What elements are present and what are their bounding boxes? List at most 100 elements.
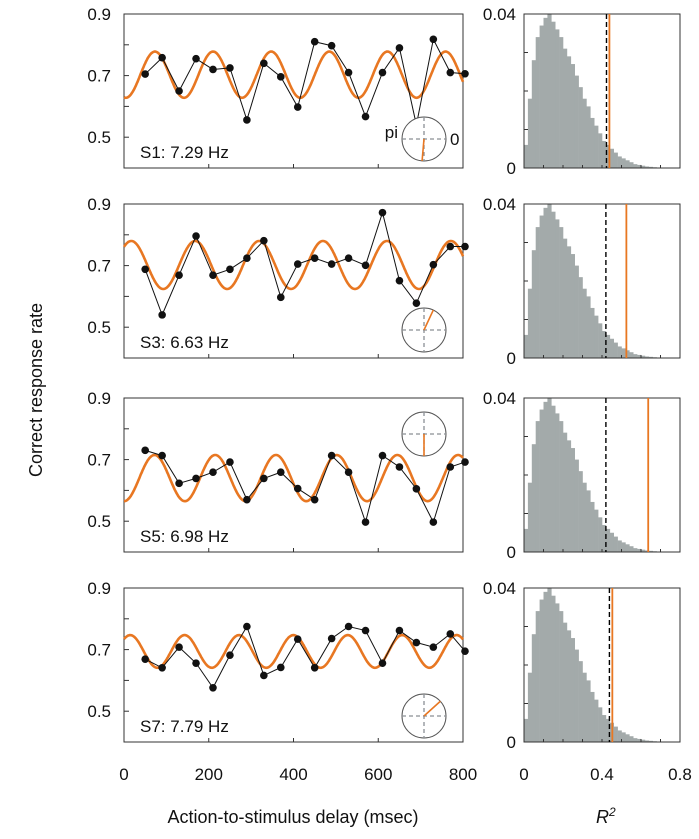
histogram-bar	[559, 421, 564, 552]
histogram-bar	[524, 144, 529, 168]
histogram-bar	[605, 528, 611, 552]
histogram-bar	[594, 315, 599, 358]
histogram-bar	[633, 738, 638, 742]
data-point	[310, 37, 319, 46]
data-point	[141, 655, 149, 663]
hist-y-tick-label: 0.04	[483, 195, 516, 214]
histogram-bar	[535, 227, 540, 358]
histogram-bar	[609, 148, 614, 168]
histogram-bar	[527, 98, 533, 168]
data-point	[395, 276, 404, 285]
data-point	[378, 451, 387, 460]
histogram-bar	[609, 532, 614, 552]
histogram-bar	[602, 525, 607, 552]
data-point	[158, 53, 166, 62]
data-point	[429, 518, 438, 526]
histogram-bar	[574, 649, 579, 742]
data-point	[412, 299, 421, 307]
hist-x-tick-label: 0.8	[668, 765, 692, 784]
histogram-bar	[551, 595, 556, 742]
data-point	[412, 638, 421, 647]
data-point	[243, 254, 251, 263]
histogram-bar	[590, 501, 595, 552]
histogram-bar	[566, 440, 572, 552]
r2-axis-label: R2	[596, 805, 616, 827]
data-point	[395, 463, 404, 471]
data-point	[344, 254, 353, 263]
histogram-bar	[578, 87, 583, 168]
data-point	[192, 474, 200, 483]
histogram-bar	[629, 546, 634, 552]
r2-histogram-panel: 0.04 0	[483, 195, 681, 368]
histogram-bar	[547, 14, 552, 168]
histogram-bar	[555, 219, 560, 358]
data-point	[429, 643, 438, 651]
histogram-bar	[602, 715, 607, 742]
data-point	[209, 65, 217, 74]
histogram-bar	[563, 238, 568, 358]
histogram-bar	[555, 413, 560, 552]
data-point	[209, 271, 217, 279]
histogram-bar	[625, 160, 630, 168]
histogram-bar	[543, 207, 548, 358]
r2-histogram-panel: 0.04 0	[483, 579, 681, 752]
y-axis-label: Correct response rate	[26, 303, 46, 477]
histogram-bar	[625, 350, 630, 358]
histogram-bar	[609, 338, 614, 358]
data-point	[429, 260, 438, 269]
histogram-bar	[644, 550, 650, 552]
data-point	[192, 232, 200, 240]
histogram-bar	[594, 125, 599, 168]
histogram-bar	[531, 60, 536, 169]
x-tick-label: 200	[195, 765, 223, 784]
sine-fit-line	[123, 453, 464, 503]
r2-histogram-panel: 0.04 0	[483, 5, 681, 178]
histogram-bar	[594, 509, 599, 552]
sine-fit-line	[122, 239, 465, 291]
histogram-bar	[648, 740, 653, 742]
histogram-bar	[641, 355, 646, 358]
histogram-bar	[605, 144, 611, 168]
phase-vector	[421, 138, 425, 161]
data-point	[446, 630, 455, 638]
histogram-bar	[621, 158, 626, 168]
data-point	[175, 479, 183, 488]
histogram-bar	[629, 352, 634, 358]
y-tick-label: 0.5	[87, 318, 111, 337]
histogram-bar	[586, 490, 591, 552]
histogram-bar	[637, 354, 642, 358]
histogram-bar	[590, 691, 595, 742]
data-point	[158, 311, 166, 319]
phase-inset	[401, 693, 447, 739]
y-tick-label: 0.9	[87, 579, 111, 598]
histogram-bar	[602, 331, 607, 358]
histogram-bar	[524, 528, 529, 552]
histogram-bar	[551, 211, 556, 358]
data-point	[293, 484, 302, 493]
data-point	[327, 41, 336, 50]
histogram-bar	[594, 699, 599, 742]
data-point	[158, 663, 166, 672]
data-point	[378, 659, 387, 667]
histogram-bar	[613, 536, 618, 552]
histogram-bar	[535, 37, 540, 168]
data-line	[144, 37, 466, 125]
data-line	[144, 210, 465, 317]
hist-y-tick-label: 0	[507, 733, 516, 752]
histogram-bar	[605, 334, 611, 358]
histogram-bar	[617, 730, 622, 742]
histogram-bar	[582, 672, 587, 742]
subject-panel-3: 0.9 0.7 0.5 S5: 6.98 Hz 0.04 0	[87, 389, 681, 562]
subject-panel-1: 0.9 0.7 0.5 S1: 7.29 Hz pi 0 0.04 0	[87, 5, 681, 178]
data-point	[141, 70, 149, 78]
histogram-bar	[648, 166, 653, 168]
data-point	[276, 73, 285, 81]
hist-x-tick-label: 0.4	[590, 765, 614, 784]
histogram-bar	[590, 117, 595, 168]
subject-label: S1: 7.29 Hz	[140, 143, 229, 162]
x-tick-label: 0	[119, 765, 128, 784]
phase-label-pi: pi	[385, 123, 398, 142]
histogram-bar	[535, 611, 540, 742]
y-tick-label: 0.9	[87, 389, 111, 408]
data-point	[226, 458, 234, 466]
